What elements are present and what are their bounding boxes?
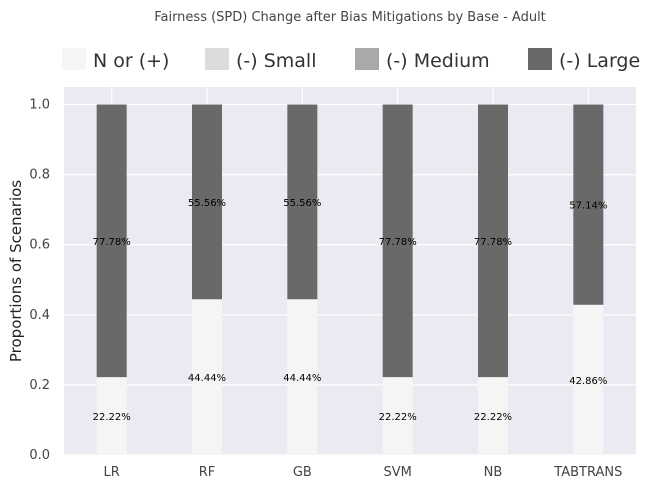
legend-label: (-) Large bbox=[559, 50, 640, 72]
x-tick-label: TABTRANS bbox=[553, 465, 622, 480]
y-tick-label: 0.8 bbox=[29, 168, 50, 183]
data-label: 55.56% bbox=[188, 198, 226, 209]
legend-swatch bbox=[205, 48, 229, 70]
bars: 22.22% 77.78% 44.44% 55.56% 44.44% 55.56% 22.2… bbox=[93, 104, 607, 455]
y-tick-label: 0.4 bbox=[29, 308, 50, 323]
plot-background bbox=[64, 87, 636, 455]
data-label: 77.78% bbox=[93, 237, 131, 248]
legend-swatch bbox=[528, 48, 552, 70]
y-tick-label: 0.6 bbox=[29, 238, 50, 253]
y-tick-label: 0.0 bbox=[29, 448, 50, 463]
data-label: 44.44% bbox=[188, 373, 226, 384]
legend-swatch bbox=[62, 48, 86, 70]
bar-segment bbox=[192, 104, 222, 300]
legend-label: N or (+) bbox=[93, 50, 169, 72]
bar-segment bbox=[382, 104, 413, 378]
bar-segment bbox=[573, 304, 604, 455]
x-tick-label: SVM bbox=[383, 465, 411, 480]
bar-segment bbox=[382, 377, 413, 455]
bar-segment bbox=[192, 299, 222, 455]
chart-title: Fairness (SPD) Change after Bias Mitigat… bbox=[154, 10, 546, 25]
data-label: 22.22% bbox=[474, 412, 512, 423]
data-label: 77.78% bbox=[474, 237, 512, 248]
bar-segment bbox=[573, 104, 604, 305]
data-label: 55.56% bbox=[283, 198, 321, 209]
legend-label: (-) Small bbox=[236, 50, 317, 72]
x-axis: LR RF GB SVM NB TABTRANS bbox=[104, 465, 623, 480]
legend: N or (+) (-) Small (-) Medium (-) Large bbox=[62, 48, 640, 72]
y-tick-label: 0.2 bbox=[29, 378, 50, 393]
bar-segment bbox=[478, 104, 508, 378]
legend-label: (-) Medium bbox=[386, 50, 490, 72]
x-tick-label: LR bbox=[104, 465, 120, 480]
bar-segment bbox=[96, 377, 127, 455]
data-label: 57.14% bbox=[569, 201, 607, 212]
y-axis: 0.0 0.2 0.4 0.6 0.8 1.0 bbox=[29, 98, 50, 463]
data-label: 42.86% bbox=[569, 376, 607, 387]
x-tick-label: GB bbox=[293, 465, 312, 480]
bar-segment bbox=[287, 104, 318, 300]
x-tick-label: RF bbox=[199, 465, 216, 480]
legend-swatch bbox=[355, 48, 379, 70]
bar-segment bbox=[96, 104, 127, 378]
bar-segment bbox=[478, 377, 508, 455]
y-axis-label: Proportions of Scenarios bbox=[7, 180, 25, 362]
y-tick-label: 1.0 bbox=[29, 98, 50, 113]
bar-segment bbox=[287, 299, 318, 455]
data-label: 44.44% bbox=[283, 373, 321, 384]
data-label: 77.78% bbox=[379, 237, 417, 248]
x-tick-label: NB bbox=[484, 465, 503, 480]
data-label: 22.22% bbox=[379, 412, 417, 423]
data-label: 22.22% bbox=[93, 412, 131, 423]
